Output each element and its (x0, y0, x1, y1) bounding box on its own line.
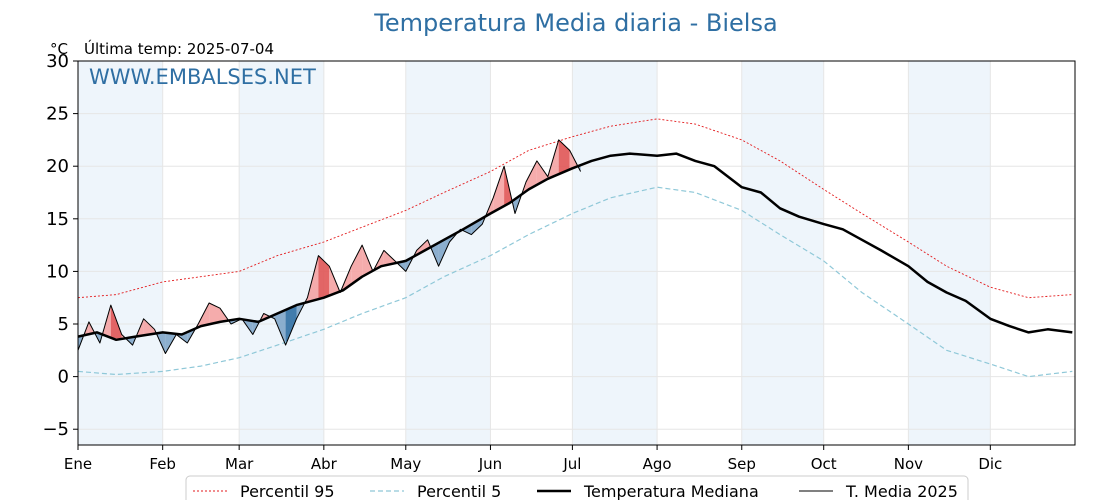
plot-frame (77, 60, 1076, 446)
anomaly-fill-below (285, 305, 297, 346)
anomaly-fill-above (209, 303, 220, 325)
series-lines (77, 118, 1073, 378)
legend-label-current: T. Media 2025 (845, 482, 958, 500)
unit-label: °C (50, 40, 68, 58)
legend-box (185, 475, 969, 500)
month-band (908, 61, 991, 445)
x-tick-label: Mar (225, 455, 254, 473)
series-line-p95 (77, 118, 1073, 299)
x-axis-ticks: Ene Feb Mar Abr May Jun Jul Ago Sep Oct Nov Dic (64, 445, 1002, 473)
x-tick-label: Ene (64, 455, 92, 473)
anomaly-fill-above (383, 250, 395, 266)
x-tick-label: Dic (978, 455, 1002, 473)
anomaly-fill-below (274, 309, 286, 346)
y-tick-label: 20 (46, 156, 69, 177)
x-tick-label: Abr (311, 455, 338, 473)
anomaly-fill-above (493, 166, 505, 212)
legend-label-p5: Percentil 5 (417, 482, 501, 500)
y-tick-label: 5 (58, 314, 69, 335)
y-tick-label: 30 (46, 51, 69, 72)
anomaly-fill-above (526, 160, 537, 192)
x-tick-label: Ago (643, 455, 672, 473)
anomaly-fill-below (438, 236, 450, 267)
last-temp-label: Última temp: 2025-07-04 (84, 39, 274, 58)
y-tick-label: −5 (42, 419, 69, 440)
anomaly-fill-above (362, 245, 373, 277)
y-tick-label: 10 (46, 261, 69, 282)
month-band (572, 61, 658, 445)
x-tick-label: May (390, 455, 421, 473)
legend-label-median: Temperatura Mediana (583, 482, 759, 500)
x-tick-label: Jul (562, 455, 581, 473)
x-tick-label: Sep (728, 455, 756, 473)
anomaly-fill-above (536, 160, 548, 185)
x-tick-label: Nov (894, 455, 923, 473)
y-axis-ticks: −5 0 5 10 15 20 25 30 (42, 51, 78, 440)
anomaly-fill-below (471, 218, 483, 235)
series-line-p5 (77, 186, 1073, 378)
x-tick-label: Jun (478, 455, 502, 473)
anomaly-fill-above (318, 255, 330, 300)
x-tick-label: Oct (811, 455, 837, 473)
anomaly-fill-above (351, 245, 363, 285)
x-tick-label: Feb (149, 455, 176, 473)
anomaly-fill-above (558, 139, 570, 175)
chart-title: Temperatura Media diaria - Bielsa (373, 9, 777, 37)
y-tick-label: 0 (58, 367, 69, 388)
y-tick-label: 25 (46, 104, 69, 125)
legend-label-p95: Percentil 95 (240, 482, 335, 500)
month-band (78, 61, 163, 445)
month-bands (78, 61, 991, 445)
legend: Percentil 95 Percentil 5 Temperatura Med… (185, 475, 969, 500)
anomaly-fill-above (143, 318, 155, 336)
month-band (239, 61, 324, 445)
watermark: WWW.EMBALSES.NET (89, 65, 316, 89)
anomaly-fill-above (416, 239, 428, 255)
y-tick-label: 15 (46, 209, 69, 230)
series-line-median (77, 152, 1073, 342)
series-line-current (77, 139, 582, 354)
